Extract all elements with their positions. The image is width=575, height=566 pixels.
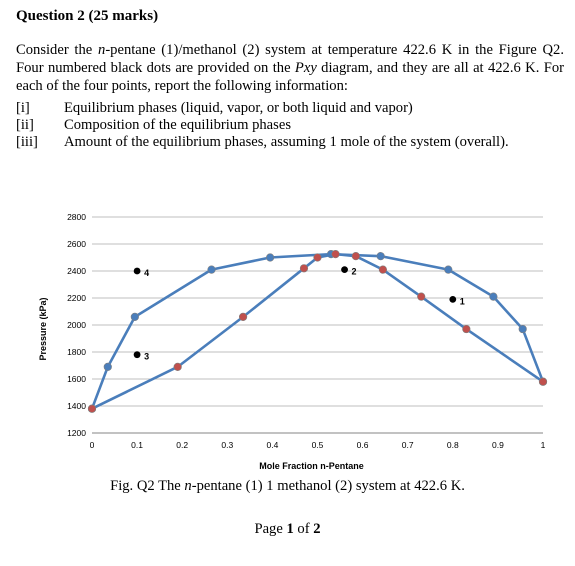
- series-1-marker: [518, 324, 527, 334]
- item-text: Amount of the equilibrium phases, assumi…: [64, 134, 509, 150]
- item-number: [i]: [16, 100, 30, 116]
- item-text: Equilibrium phases (liquid, vapor, or bo…: [64, 100, 413, 116]
- series-2-marker: [238, 312, 248, 321]
- state-point-label: 1: [460, 296, 465, 306]
- question-item: [iii] Amount of the equilibrium phases, …: [16, 134, 509, 151]
- series-2-marker: [538, 377, 548, 386]
- series-2-line: [91, 252, 544, 410]
- x-tick-label: 0.2: [176, 440, 188, 450]
- series-1-marker: [376, 252, 385, 261]
- x-axis-label: Mole Fraction n-Pentane: [259, 461, 364, 471]
- x-tick-label: 0.5: [312, 440, 324, 450]
- state-point-1: [449, 295, 457, 303]
- question-title: Question 2 (25 marks): [16, 8, 159, 24]
- figure-caption: Fig. Q2 The n-pentane (1) 1 methanol (2)…: [110, 478, 465, 494]
- series-2-marker: [313, 253, 322, 262]
- series-2-marker: [378, 265, 387, 274]
- question-item: [i] Equilibrium phases (liquid, vapor, o…: [16, 100, 509, 117]
- series-2-marker: [417, 292, 426, 301]
- x-tick-label: 0.7: [402, 440, 414, 450]
- x-tick-label: 0.4: [266, 440, 278, 450]
- x-tick-label: 0.1: [131, 440, 143, 450]
- series-1-marker: [444, 265, 453, 274]
- y-tick-label: 2800: [67, 212, 86, 222]
- question-items: [i] Equilibrium phases (liquid, vapor, o…: [16, 100, 509, 151]
- y-tick-label: 2200: [67, 293, 86, 303]
- y-tick-label: 1600: [67, 374, 86, 384]
- series-2-marker: [351, 252, 360, 261]
- page-number: Page 1 of 2: [254, 521, 321, 537]
- pxy-chart: 1200 1400 1600 1800 2000 2200 2400 2600 2800 0 0.1…: [38, 212, 548, 471]
- series-2-marker: [462, 324, 471, 334]
- x-tick-label: 0.9: [492, 440, 504, 450]
- y-tick-label: 1400: [67, 401, 86, 411]
- series-2-marker: [299, 264, 309, 273]
- series-1-marker: [103, 362, 112, 371]
- state-point-label: 4: [144, 268, 149, 278]
- state-point-4: [133, 267, 141, 275]
- x-tick-label: 0: [90, 440, 95, 450]
- item-number: [iii]: [16, 134, 38, 150]
- item-number: [ii]: [16, 117, 34, 133]
- y-tick-label: 2600: [67, 239, 86, 249]
- series-1-marker: [207, 265, 216, 274]
- x-tick-label: 1: [541, 440, 546, 450]
- series-2-marker: [87, 404, 97, 413]
- y-tick-label: 2000: [67, 320, 86, 330]
- state-point-3: [133, 351, 141, 359]
- state-point-label: 3: [144, 352, 149, 362]
- x-tick-label: 0.3: [221, 440, 233, 450]
- y-tick-label: 1800: [67, 347, 86, 357]
- series-1-line: [90, 252, 545, 410]
- series-1-marker: [130, 312, 139, 321]
- y-axis-label: Pressure (kPa): [38, 297, 48, 360]
- x-tick-label: 0.8: [447, 440, 459, 450]
- series-1-marker: [489, 292, 498, 301]
- question-paragraph: Consider the n-pentane (1)/methanol (2) …: [16, 42, 564, 94]
- y-tick-label: 1200: [67, 428, 86, 438]
- series-1-marker: [266, 253, 275, 262]
- state-point-2: [341, 266, 348, 274]
- series-2-marker: [173, 362, 182, 371]
- state-point-label: 2: [352, 267, 357, 277]
- x-tick-label: 0.6: [357, 440, 369, 450]
- question-item: [ii] Composition of the equilibrium phas…: [16, 117, 509, 134]
- y-tick-label: 2400: [67, 266, 86, 276]
- item-text: Composition of the equilibrium phases: [64, 117, 291, 133]
- series-2-marker: [331, 250, 340, 259]
